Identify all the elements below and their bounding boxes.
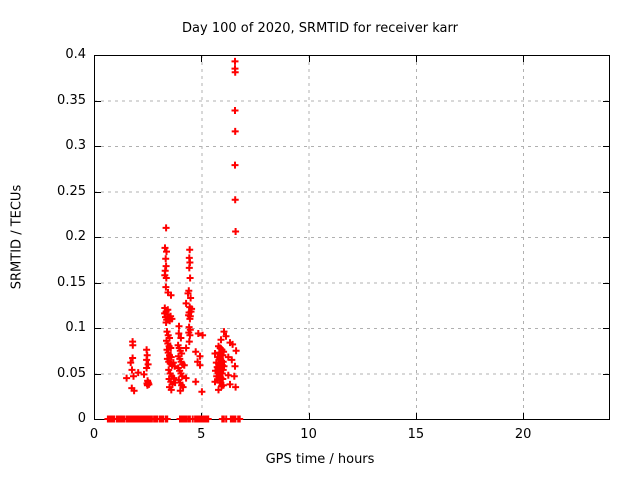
axis-ticks [94, 55, 609, 420]
x-tick-label: 20 [514, 427, 532, 442]
plot-border [94, 55, 610, 420]
chart-title: Day 100 of 2020, SRMTID for receiver kar… [182, 21, 458, 36]
y-tick-label: 0.3 [65, 138, 86, 153]
x-tick-label: 0 [89, 427, 99, 442]
grid-lines [94, 55, 609, 419]
y-tick-label: 0.15 [57, 274, 86, 290]
x-tick-label: 10 [300, 427, 317, 442]
x-axis-label: GPS time / hours [265, 452, 375, 467]
y-tick-label: 0.4 [65, 47, 86, 62]
y-tick-label: 0.1 [65, 320, 86, 335]
x-tick-label: 5 [197, 427, 206, 442]
y-tick-label: 0.2 [65, 229, 86, 244]
y-tick-label: 0.25 [57, 183, 86, 199]
y-tick-label: 0.05 [57, 365, 86, 381]
y-tick-label: 0.35 [57, 92, 86, 108]
y-tick-label: 0 [77, 411, 86, 426]
x-tick-label: 15 [407, 427, 425, 442]
data-points-plus-markers [104, 57, 244, 423]
